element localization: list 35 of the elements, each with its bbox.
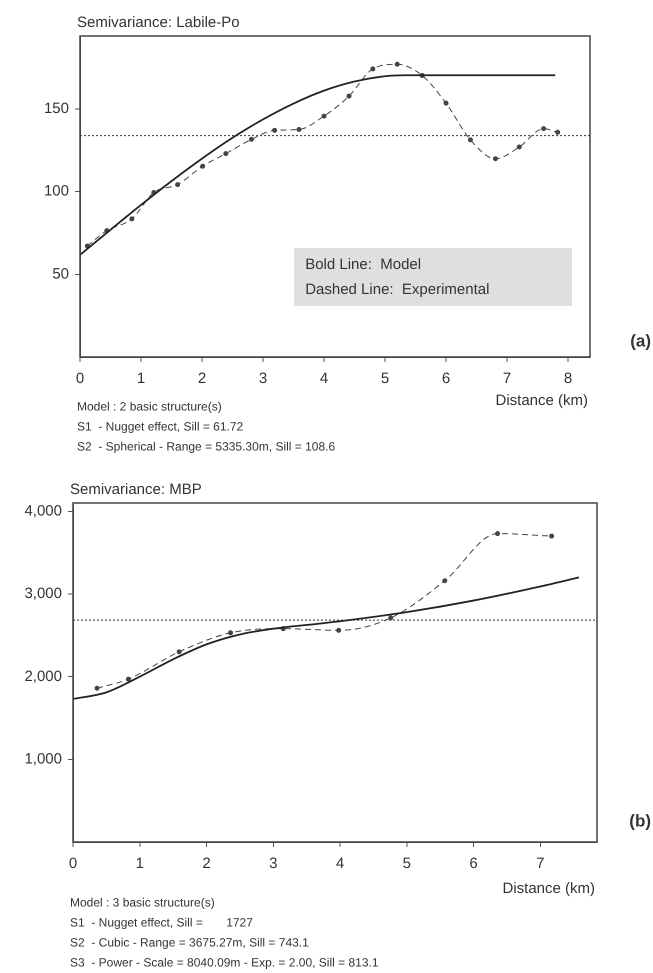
annotation: Bold Line: Model: [305, 254, 422, 275]
x-tick-label: 0: [68, 855, 78, 872]
x-tick-label: 5: [402, 855, 411, 872]
y-tick-label: 150: [44, 100, 69, 117]
x-tick-label: 4: [320, 370, 328, 388]
y-tick-label: 1,000: [24, 750, 62, 768]
text: Model : 3 basic structure(s) S1 - Nugget effect, Sill = 1727 S2 - Cubic - Range = 3675.27m, Sill = 743.1 S3 - Power - Scale = 8040.09m - Exp. = 2.00, Sill = 813.1: [70, 895, 379, 970]
x-tick-label: 0: [76, 370, 84, 388]
x-axis-title: Distance (km): [502, 880, 595, 898]
x-tick-label: 7: [536, 855, 544, 872]
x-tick-label: 1: [136, 370, 146, 388]
x-tick-label: 6: [442, 370, 450, 388]
x-tick-label: 7: [502, 370, 512, 388]
y-tick-label: 50: [52, 265, 69, 282]
y-tick-label: 3,000: [24, 585, 62, 602]
text: Model : 2 basic structure(s) S1 - Nugget effect, Sill = 61.72 S2 - Spherical - Range = 5335.30m, Sill = 108.6: [77, 399, 336, 454]
x-tick-label: 3: [258, 370, 268, 388]
x-tick-label: 1: [136, 855, 144, 872]
chart-title: Semivariance: Labile-Po: [77, 14, 240, 32]
x-tick-label: 5: [380, 370, 390, 388]
y-tick-label: 100: [44, 182, 69, 200]
text: (a): [630, 332, 651, 351]
x-tick-label: 2: [198, 370, 206, 388]
x-tick-label: 3: [269, 855, 278, 872]
x-tick-label: 8: [564, 370, 572, 388]
annotation: Dashed Line: Experimental: [305, 280, 490, 300]
x-tick-label: 4: [336, 855, 344, 872]
x-tick-label: 6: [469, 855, 478, 872]
chart-title: Semivariance: MBP: [70, 481, 202, 498]
x-tick-label: 2: [202, 855, 211, 872]
text: (b): [629, 812, 651, 831]
y-tick-label: 4,000: [24, 502, 62, 520]
x-axis-title: Distance (km): [495, 392, 588, 410]
legend-box: Bold Line: Model Dashed Line: Experimental: [294, 248, 572, 306]
y-tick-label: 2,000: [24, 668, 62, 685]
